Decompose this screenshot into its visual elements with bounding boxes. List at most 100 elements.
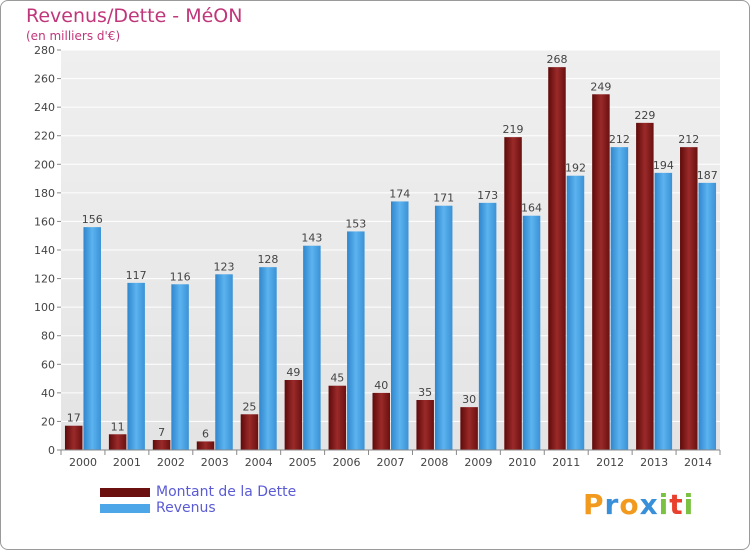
bar-revenus-2003 [215,274,233,450]
data-label-dette-2011: 268 [546,53,567,66]
data-label-revenus-2008: 171 [433,192,454,205]
x-tick-label-2006: 2006 [333,456,361,469]
data-label-revenus-2013: 194 [653,159,674,172]
bar-dette-2013 [636,122,654,450]
data-label-revenus-2004: 128 [257,253,278,266]
y-tick-label: 120 [34,273,55,286]
data-label-dette-2002: 7 [158,426,165,439]
data-label-dette-2008: 35 [418,386,432,399]
x-tick-label-2000: 2000 [69,456,97,469]
data-label-dette-2007: 40 [374,379,388,392]
legend-label-dette: Montant de la Dette [156,484,297,500]
data-label-revenus-2014: 187 [697,169,718,182]
data-label-dette-2009: 30 [462,393,476,406]
data-label-revenus-2011: 192 [565,162,586,175]
bar-dette-2005 [284,380,303,450]
y-tick-label: 40 [41,387,55,400]
data-label-dette-2004: 25 [242,400,256,413]
data-label-revenus-2003: 123 [214,260,235,273]
x-tick-label-2009: 2009 [464,456,492,469]
y-tick-label: 160 [34,215,55,228]
bar-dette-2014 [680,147,698,450]
bar-dette-2006 [328,385,347,450]
data-label-dette-2013: 229 [634,109,655,122]
legend-swatch-dette [100,487,150,497]
y-tick-label: 240 [34,101,55,114]
x-tick-label-2010: 2010 [508,456,536,469]
bar-dette-2000 [64,425,83,450]
bar-dette-2009 [460,407,478,450]
bar-revenus-2008 [434,205,453,450]
data-label-dette-2005: 49 [286,366,300,379]
data-label-dette-2010: 219 [503,123,524,136]
bar-revenus-2011 [566,175,585,450]
x-tick-label-2012: 2012 [596,456,624,469]
data-label-dette-2006: 45 [330,372,344,385]
data-label-dette-2014: 212 [678,133,699,146]
data-label-revenus-2000: 156 [82,213,103,226]
logo-letter: r [604,488,620,521]
x-tick-label-2008: 2008 [420,456,448,469]
y-tick-label: 80 [41,330,55,343]
data-labels: 17 156 11 117 7 116 6 123 25 128 49 143 45 153 40 174 35… [67,53,718,440]
bar-dette-2004 [240,414,259,450]
logo-letter: i [658,488,670,521]
bar-dette-2003 [196,441,215,450]
legend-item-revenus: Revenus [100,500,296,516]
proxiti-logo: Proxiti [583,488,694,521]
y-tick-label: 20 [41,415,55,428]
bar-dette-2007 [372,392,390,450]
bar-revenus-2013 [654,172,673,450]
logo-letter: P [583,488,605,521]
chart-title: Revenus/Dette - MéON [26,5,243,27]
y-tick-label: 140 [34,244,55,257]
bar-dette-2010 [504,137,522,450]
y-tick-label: 280 [34,44,55,57]
data-label-revenus-2012: 212 [609,133,630,146]
data-label-dette-2012: 249 [590,80,611,93]
bar-dette-2008 [416,400,434,450]
bar-revenus-2014 [698,182,717,450]
chart-legend: Montant de la Dette Revenus [100,484,296,516]
data-label-revenus-2005: 143 [301,232,322,245]
chart-subtitle: (en milliers d'€) [26,29,121,43]
y-tick-label: 100 [34,301,55,314]
data-label-revenus-2010: 164 [521,202,542,215]
x-tick-label-2001: 2001 [113,456,141,469]
bar-revenus-2006 [347,231,365,450]
data-label-revenus-2002: 116 [170,270,191,283]
y-tick-label: 200 [34,158,55,171]
logo-letter: t [669,488,684,521]
logo-letter: x [639,488,659,521]
logo-letter: o [619,488,640,521]
y-tick-label: 220 [34,130,55,143]
data-label-revenus-2001: 117 [126,269,147,282]
bar-dette-2011 [548,67,566,451]
bar-revenus-2001 [127,282,145,450]
bars [64,67,717,451]
x-tick-label-2005: 2005 [289,456,317,469]
x-tick-label-2007: 2007 [377,456,405,469]
x-axis-ticks: 2000 2001 2002 2003 2004 2005 2006 2007 2008 2009… [60,450,721,469]
legend-swatch-revenus [100,503,150,513]
data-label-dette-2001: 11 [111,420,125,433]
y-tick-label: 180 [34,187,55,200]
data-label-revenus-2006: 153 [345,217,366,230]
x-tick-label-2002: 2002 [157,456,185,469]
x-tick-label-2014: 2014 [684,456,712,469]
bar-revenus-2002 [171,284,189,450]
legend-item-dette: Montant de la Dette [100,484,296,500]
x-tick-label-2004: 2004 [245,456,273,469]
bar-revenus-2007 [391,201,409,450]
bar-revenus-2005 [303,245,321,450]
data-label-revenus-2007: 174 [389,187,410,200]
y-tick-label: 60 [41,358,55,371]
data-label-dette-2000: 17 [67,412,81,425]
bar-revenus-2000 [83,227,101,450]
bar-revenus-2009 [478,202,497,450]
x-tick-label-2003: 2003 [201,456,229,469]
bar-dette-2012 [592,94,610,451]
bar-dette-2002 [152,440,171,450]
y-tick-label: 260 [34,73,55,86]
